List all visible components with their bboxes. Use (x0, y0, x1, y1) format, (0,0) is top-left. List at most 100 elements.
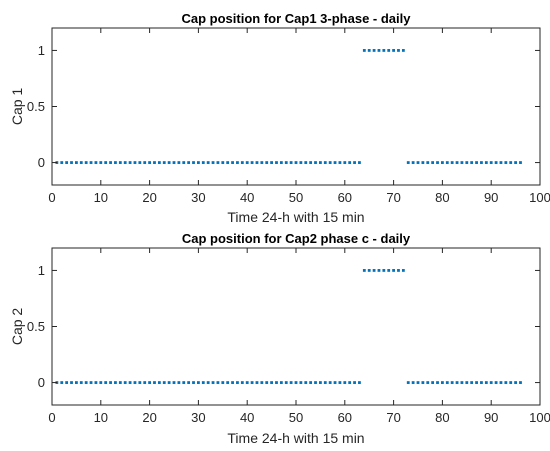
data-point (338, 381, 342, 384)
data-point (221, 381, 225, 384)
data-point (162, 161, 166, 164)
data-point (270, 381, 273, 384)
data-point (245, 381, 249, 384)
data-point (338, 161, 342, 164)
data-point (236, 381, 239, 384)
data-point (426, 381, 430, 384)
data-point (192, 161, 195, 164)
data-point (75, 381, 78, 384)
chart-title: Cap position for Cap2 phase c - daily (182, 231, 411, 246)
y-tick-labels: 00.51 (27, 43, 540, 170)
data-point (197, 161, 200, 164)
data-point (187, 161, 191, 164)
x-tick-label: 60 (338, 410, 352, 425)
data-point (426, 161, 430, 164)
data-point (323, 161, 327, 164)
data-point (431, 381, 435, 384)
data-point (118, 381, 122, 384)
x-tick-label: 20 (142, 190, 156, 205)
data-point (489, 381, 493, 384)
y-tick-label: 0 (38, 375, 45, 390)
y-tick-label: 0.5 (27, 319, 45, 334)
y-tick-label: 0.5 (27, 99, 45, 114)
data-point (411, 161, 415, 164)
data-point (148, 381, 151, 384)
data-point (333, 381, 337, 384)
data-point (236, 161, 239, 164)
y-tick-label: 0 (38, 155, 45, 170)
y-axis-label: Cap 2 (9, 308, 25, 346)
data-point (177, 161, 181, 164)
data-point (343, 161, 347, 164)
data-point (294, 381, 298, 384)
data-point (128, 161, 132, 164)
data-point (289, 161, 293, 164)
x-tick-label: 40 (240, 190, 254, 205)
data-point (514, 161, 517, 164)
x-tick-label: 70 (386, 410, 400, 425)
data-point (226, 381, 230, 384)
x-tick-labels: 0 10 20 30 40 50 60 70 80 90 100 (48, 28, 550, 205)
x-tick-label: 30 (191, 410, 205, 425)
data-point (519, 381, 522, 384)
data-point (323, 381, 327, 384)
data-point (450, 161, 454, 164)
data-point (133, 161, 137, 164)
data-point (89, 381, 93, 384)
data-point (123, 381, 127, 384)
data-point (138, 381, 142, 384)
y-tick-label: 1 (38, 43, 45, 58)
data-point (70, 161, 73, 164)
data-point (197, 381, 200, 384)
data-point (65, 381, 69, 384)
data-point (499, 161, 503, 164)
data-point (470, 161, 474, 164)
y-tick-labels: 00.51 (27, 263, 540, 390)
data-point (99, 381, 103, 384)
data-point (289, 381, 293, 384)
x-tick-labels: 0 10 20 30 40 50 60 70 80 90 100 (48, 248, 550, 425)
data-point (99, 161, 103, 164)
data-point (406, 381, 410, 384)
data-point (270, 161, 273, 164)
data-point (138, 161, 142, 164)
x-tick-label: 50 (289, 410, 303, 425)
data-point (372, 49, 376, 52)
data-point (353, 381, 356, 384)
data-point (211, 161, 215, 164)
data-point (260, 161, 264, 164)
data-point (279, 381, 283, 384)
data-point (504, 381, 508, 384)
data-point (250, 161, 254, 164)
data-point (221, 161, 225, 164)
x-tick-label: 20 (142, 410, 156, 425)
data-point (319, 381, 322, 384)
data-point (314, 381, 317, 384)
data-point (143, 381, 147, 384)
data-point (519, 161, 522, 164)
data-point (465, 161, 469, 164)
data-point (372, 269, 376, 272)
data-point (60, 161, 64, 164)
data-point (436, 161, 439, 164)
data-point (499, 381, 503, 384)
y-tick-label: 1 (38, 263, 45, 278)
data-point (484, 161, 488, 164)
data-point (231, 161, 234, 164)
data-point (157, 161, 161, 164)
x-tick-label: 90 (484, 410, 498, 425)
data-point (484, 381, 488, 384)
data-point (70, 381, 73, 384)
data-point (445, 161, 449, 164)
data-point (240, 381, 244, 384)
data-point (216, 161, 220, 164)
data-point (465, 381, 469, 384)
data-point (143, 161, 147, 164)
subplot-cap2: Cap position for Cap2 phase c - daily 0 1… (9, 231, 550, 446)
data-point (475, 381, 478, 384)
x-tick-label: 80 (435, 410, 449, 425)
data-point (504, 161, 508, 164)
data-point (177, 381, 181, 384)
data-point (265, 381, 269, 384)
data-point (348, 381, 352, 384)
